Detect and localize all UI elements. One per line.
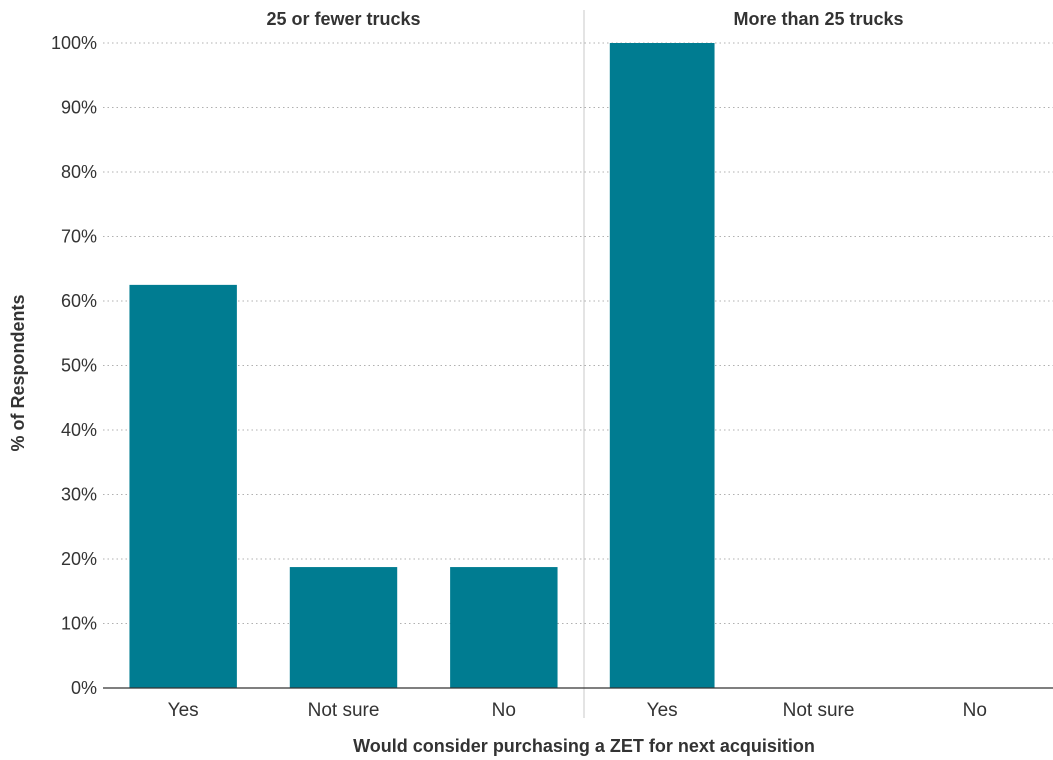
grid: [103, 42, 1053, 624]
x-category-label: Not sure: [308, 700, 380, 721]
bar: [450, 567, 558, 688]
y-tick-label: 40%: [61, 420, 97, 440]
x-category-label: No: [492, 700, 516, 721]
y-tick-label: 50%: [61, 356, 97, 376]
y-axis-title: % of Respondents: [8, 294, 28, 451]
y-tick-label: 70%: [61, 227, 97, 247]
x-category-label: Not sure: [783, 700, 855, 721]
y-tick-label: 90%: [61, 98, 97, 118]
panel-titles: 25 or fewer trucks More than 25 trucks: [266, 9, 903, 29]
y-axis-ticks: 0% 10% 20% 30% 40% 50% 60% 70% 80% 90% 100%: [51, 33, 97, 698]
x-axis-categories: Yes Not sure No Yes Not sure No: [168, 700, 987, 721]
x-axis-title: Would consider purchasing a ZET for next…: [353, 736, 815, 756]
bar: [609, 43, 715, 688]
x-category-label: No: [963, 700, 987, 721]
x-category-label: Yes: [647, 700, 678, 721]
y-tick-label: 20%: [61, 549, 97, 569]
y-tick-label: 100%: [51, 33, 97, 53]
y-tick-label: 60%: [61, 291, 97, 311]
panel-title: 25 or fewer trucks: [266, 9, 420, 29]
panel-title: More than 25 trucks: [733, 9, 903, 29]
bar: [289, 567, 398, 688]
bars: [129, 43, 715, 688]
bar: [129, 284, 237, 688]
y-tick-label: 0%: [71, 678, 97, 698]
x-category-label: Yes: [168, 700, 199, 721]
y-tick-label: 10%: [61, 614, 97, 634]
y-tick-label: 80%: [61, 162, 97, 182]
y-tick-label: 30%: [61, 485, 97, 505]
